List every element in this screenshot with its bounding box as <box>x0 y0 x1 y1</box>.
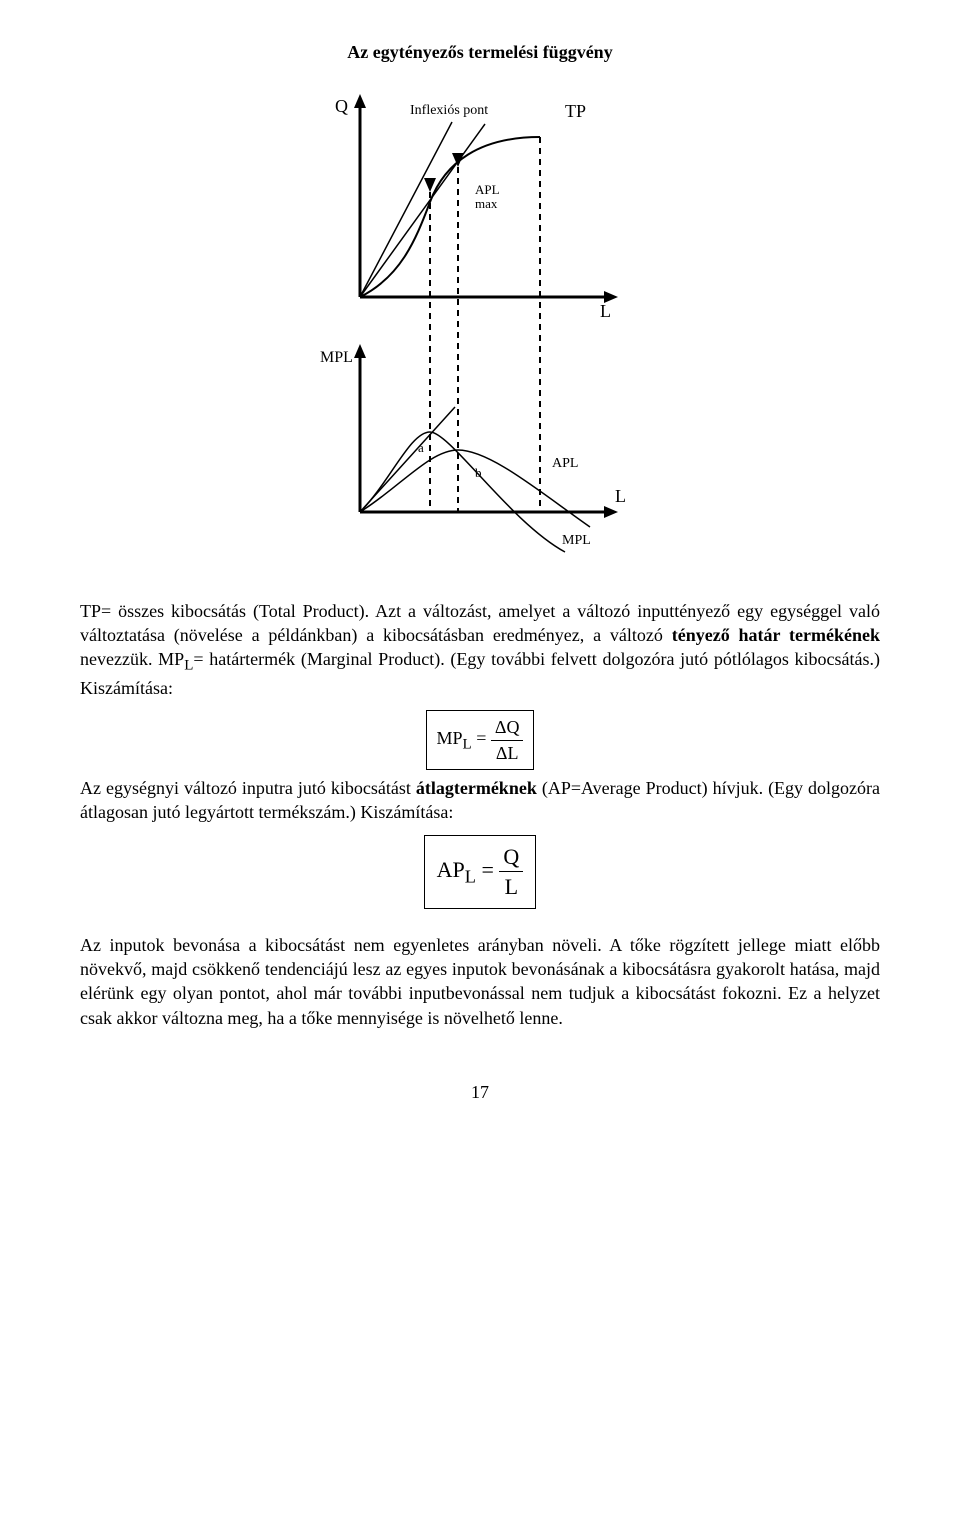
mp-curve-label: MPL <box>562 533 591 548</box>
formula-ap-eq: = <box>476 857 499 882</box>
formula-mp: MPL = ΔQΔL <box>426 710 535 770</box>
formula-mp-num: ΔQ <box>491 715 524 740</box>
page-title: Az egytényezős termelési függvény <box>80 40 880 64</box>
paragraph-2: Az egységnyi változó inputra jutó kibocs… <box>80 776 880 825</box>
ap-curve-label: APL <box>552 456 578 471</box>
bottom-y-axis-label: MPL <box>320 349 353 366</box>
production-charts-svg: Q L TP Inflexiós pont APL max MPL L <box>280 82 680 562</box>
para1-text-d: = határtermék (Marginal Product). (Egy t… <box>80 649 880 698</box>
top-y-axis-label: Q <box>335 96 348 116</box>
formula-ap-den: L <box>499 872 523 902</box>
para1-text-c: nevezzük. MP <box>80 649 184 669</box>
top-x-axis-label: L <box>600 301 611 321</box>
page-number: 17 <box>80 1080 880 1104</box>
para1-subscript: L <box>184 658 193 674</box>
para2-bold: átlagterméknek <box>416 778 537 798</box>
tp-curve-label: TP <box>565 101 586 121</box>
apl-max-label: max <box>475 196 498 211</box>
paragraph-3: Az inputok bevonása a kibocsátást nem eg… <box>80 933 880 1030</box>
para1-bold: tényező határ termékének <box>672 625 880 645</box>
paragraph-1: TP= összes kibocsátás (Total Product). A… <box>80 599 880 701</box>
charts-figure: Q L TP Inflexiós pont APL max MPL L <box>80 82 880 568</box>
point-a-label: a <box>418 440 424 455</box>
apl-label: APL <box>475 182 500 197</box>
inflection-label: Inflexiós pont <box>410 103 488 118</box>
formula-mp-lhs: MP <box>437 728 463 748</box>
formula-mp-den: ΔL <box>491 741 524 765</box>
formula-ap-num: Q <box>499 842 523 873</box>
bottom-x-axis-label: L <box>615 486 626 506</box>
formula-mp-eq: = <box>472 728 491 748</box>
para2-text-a: Az egységnyi változó inputra jutó kibocs… <box>80 778 416 798</box>
formula-ap-lhs: AP <box>437 857 465 882</box>
formula-ap-sub: L <box>465 866 476 886</box>
formula-ap: APL = QL <box>424 835 537 909</box>
formula-mp-sub: L <box>463 737 472 753</box>
point-b-label: b <box>475 465 482 480</box>
